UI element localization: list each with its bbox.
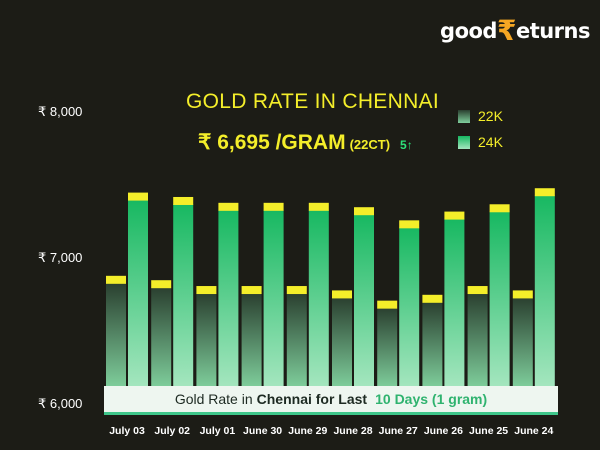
bar-cap-24k [399, 220, 420, 229]
x-tick-label: June 25 [469, 425, 508, 437]
bar-cap-24k [489, 204, 510, 213]
x-tick-label: July 03 [109, 425, 145, 437]
legend-swatch-24k [458, 135, 470, 149]
brand-prefix: good [440, 19, 497, 43]
bar-24k-june-26 [444, 218, 465, 388]
bar-cap-24k [354, 207, 374, 216]
legend-item-22k: 22K [458, 108, 503, 124]
caption-part-2: Chennai for Last [256, 391, 368, 407]
bar-22k-june-28 [332, 297, 352, 388]
bar-cap-24k [444, 211, 465, 220]
bar-cap-24k [534, 188, 555, 197]
bar-22k-june-26 [422, 301, 443, 388]
bar-cap-22k [106, 275, 126, 284]
rupee-logo-icon: ₹ [496, 14, 516, 47]
chart-title: GOLD RATE IN CHENNAI [186, 90, 439, 113]
bar-cap-22k [422, 294, 443, 303]
price-unit: (22CT) [349, 137, 391, 152]
brand-logo: good₹eturns [440, 14, 590, 47]
x-tick-label: June 29 [288, 425, 327, 437]
bar-22k-june-25 [467, 293, 488, 388]
x-tick-label: June 30 [243, 425, 282, 437]
bar-22k-july-01 [196, 293, 217, 388]
x-tick-label: June 28 [333, 425, 372, 437]
caption-part-3: 10 Days (1 gram) [375, 391, 488, 407]
bar-24k-june-27 [399, 227, 420, 388]
bar-22k-june-27 [377, 307, 398, 388]
legend: 22K 24K [458, 108, 503, 160]
bar-cap-22k [286, 286, 307, 295]
bar-24k-july-02 [173, 203, 194, 388]
x-tick-label: June 26 [424, 425, 463, 437]
bar-24k-june-29 [308, 209, 329, 388]
x-tick-label: July 02 [154, 425, 190, 437]
bar-22k-july-03 [106, 282, 126, 388]
bar-cap-22k [241, 286, 262, 295]
chart-caption: Gold Rate in Chennai for Last 10 Days (1 g… [104, 386, 558, 415]
bar-24k-june-25 [489, 211, 510, 388]
legend-item-24k: 24K [458, 134, 503, 150]
legend-label-24k: 24K [478, 134, 503, 150]
y-tick-label: ₹ 7,000 [38, 250, 83, 265]
bar-24k-june-28 [354, 214, 374, 388]
caption-part-1: Gold Rate in [174, 391, 253, 407]
bar-cap-24k [263, 202, 284, 211]
bar-cap-24k [173, 196, 194, 205]
bar-22k-july-02 [151, 287, 172, 388]
bar-cap-22k [467, 286, 488, 295]
brand-suffix: eturns [515, 19, 591, 43]
y-tick-label: ₹ 6,000 [38, 396, 83, 411]
price-change: 5↑ [400, 138, 413, 152]
bar-cap-22k [332, 290, 352, 299]
bar-cap-22k [196, 286, 217, 295]
y-tick-label: ₹ 8,000 [38, 104, 83, 119]
bar-22k-june-24 [512, 297, 533, 388]
x-tick-label: June 27 [379, 425, 418, 437]
x-tick-label: June 24 [514, 425, 553, 437]
bar-24k-july-03 [128, 199, 148, 388]
bar-cap-22k [377, 300, 398, 309]
bar-cap-22k [512, 290, 533, 299]
bar-22k-june-29 [286, 293, 307, 388]
bar-22k-june-30 [241, 293, 262, 388]
bar-cap-22k [151, 280, 172, 289]
bar-cap-24k [128, 192, 148, 201]
bar-24k-july-01 [218, 209, 239, 388]
bar-24k-june-30 [263, 209, 284, 388]
price-line: ₹ 6,695 /GRAM (22CT) 5↑ [198, 130, 413, 155]
price-value: ₹ 6,695 /GRAM [198, 131, 346, 154]
bar-cap-24k [308, 202, 329, 211]
bar-24k-june-24 [534, 195, 555, 388]
legend-swatch-22k [458, 109, 470, 123]
x-tick-label: July 01 [200, 425, 236, 437]
bar-cap-24k [218, 202, 239, 211]
legend-label-22k: 22K [478, 108, 503, 124]
